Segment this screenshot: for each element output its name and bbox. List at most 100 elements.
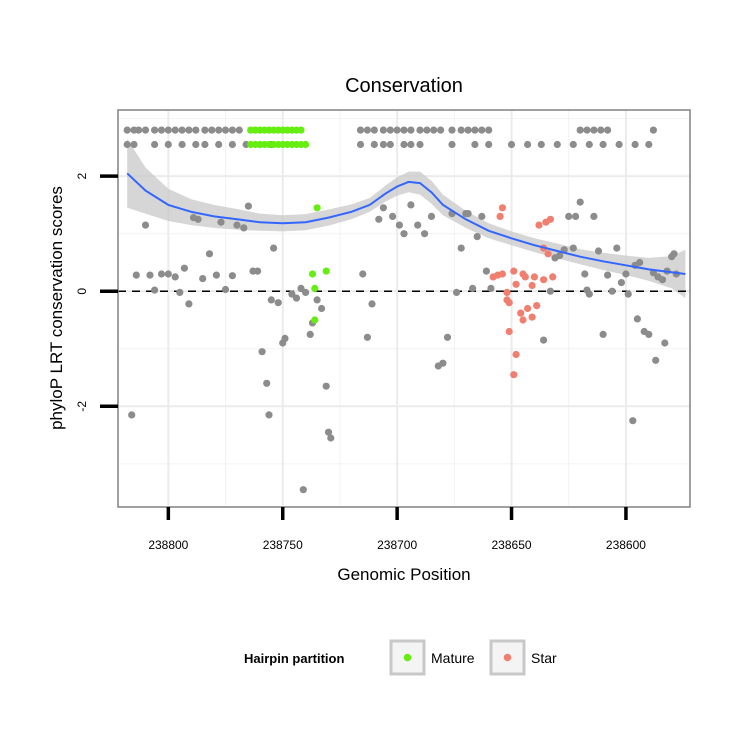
data-point-none <box>178 140 186 149</box>
data-point-none <box>464 126 472 134</box>
data-point-none <box>652 356 660 364</box>
data-point-none <box>324 428 333 436</box>
data-point-star <box>505 299 513 307</box>
data-point-none <box>212 271 220 279</box>
data-point-star <box>530 273 539 281</box>
data-point-none <box>482 267 490 275</box>
data-point-star <box>540 276 548 284</box>
data-point-none <box>604 126 612 134</box>
data-point-none <box>478 212 486 220</box>
data-point-none <box>485 140 493 149</box>
data-point-none <box>215 140 223 149</box>
data-point-none <box>267 296 275 304</box>
data-point-none <box>185 300 193 308</box>
data-point-none <box>633 315 642 323</box>
data-point-none <box>553 140 561 149</box>
data-point-mature <box>302 140 310 149</box>
data-point-none <box>407 201 415 209</box>
data-point-none <box>363 333 371 341</box>
data-point-none <box>244 202 252 210</box>
data-point-none <box>585 140 593 149</box>
data-point-none <box>631 140 639 149</box>
data-point-none <box>670 250 678 258</box>
data-point-none <box>359 270 367 278</box>
data-point-none <box>443 333 452 341</box>
data-point-none <box>221 285 230 294</box>
data-point-star <box>533 302 541 310</box>
data-point-none <box>439 359 447 367</box>
data-point-star <box>517 309 525 317</box>
data-point-star <box>546 215 555 223</box>
data-point-none <box>546 287 555 295</box>
data-point-none <box>228 126 236 134</box>
data-point-none <box>233 221 241 229</box>
x-axis-title: Genomic Position <box>337 565 470 584</box>
data-point-star <box>519 316 527 324</box>
data-point-none <box>178 126 186 134</box>
data-point-none <box>151 140 159 149</box>
data-point-none <box>306 330 314 338</box>
legend-key-mature <box>389 639 426 676</box>
data-point-none <box>157 126 166 134</box>
data-point-none <box>645 140 653 149</box>
data-point-none <box>507 140 516 149</box>
data-point-none <box>583 126 591 134</box>
data-point-none <box>228 140 236 149</box>
data-point-none <box>270 244 278 252</box>
data-point-none <box>604 271 612 279</box>
data-point-none <box>318 304 326 313</box>
data-point-none <box>400 140 408 149</box>
data-point-none <box>327 434 335 442</box>
data-point-star <box>521 273 529 281</box>
data-point-none <box>258 348 266 356</box>
data-point-none <box>228 272 236 280</box>
data-point-none <box>629 417 637 425</box>
y-axis: -2 0 2 <box>75 173 118 412</box>
data-point-none <box>386 140 394 149</box>
panel-border <box>117 109 691 508</box>
smooth-trend-line <box>126 172 686 275</box>
data-point-star <box>528 281 536 290</box>
data-point-mature <box>311 316 319 324</box>
data-point-mature <box>297 126 305 134</box>
data-point-star <box>505 327 513 336</box>
data-point-none <box>132 271 140 279</box>
data-point-star <box>498 204 506 212</box>
data-point-none <box>427 212 436 220</box>
data-point-star <box>549 273 557 281</box>
data-point-none <box>192 140 200 149</box>
data-point-none <box>594 247 603 255</box>
confidence-ribbon <box>127 138 686 299</box>
legend-label-mature: Mature <box>431 650 475 666</box>
data-point-none <box>217 218 225 226</box>
data-point-star <box>512 280 520 288</box>
data-point-none <box>585 290 593 298</box>
y-tick-label: 0 <box>75 288 89 295</box>
data-point-none <box>151 286 159 294</box>
data-point-none <box>235 126 243 134</box>
data-point-star <box>535 221 543 229</box>
data-point-mature <box>322 267 330 275</box>
y-axis-title: phyloP LRT conservation scores <box>47 186 66 430</box>
data-point-none <box>622 270 630 278</box>
x-tick-label: 238600 <box>606 538 646 552</box>
data-point-none <box>416 126 424 134</box>
data-point-none <box>572 212 580 220</box>
data-point-none <box>370 126 378 134</box>
chart-title: Conservation <box>345 75 463 97</box>
data-point-star <box>496 212 504 220</box>
data-point-none <box>407 140 415 149</box>
data-point-none <box>180 264 188 272</box>
data-point-none <box>141 126 150 134</box>
data-point-none <box>192 126 200 134</box>
data-point-none <box>356 140 365 149</box>
data-point-none <box>658 276 667 284</box>
data-point-none <box>379 140 387 149</box>
data-point-none <box>473 233 481 241</box>
data-point-none <box>395 221 403 229</box>
data-point-none <box>430 126 438 134</box>
data-point-none <box>469 284 477 292</box>
data-point-none <box>448 140 456 149</box>
data-point-none <box>363 126 371 134</box>
data-point-none <box>661 339 669 347</box>
